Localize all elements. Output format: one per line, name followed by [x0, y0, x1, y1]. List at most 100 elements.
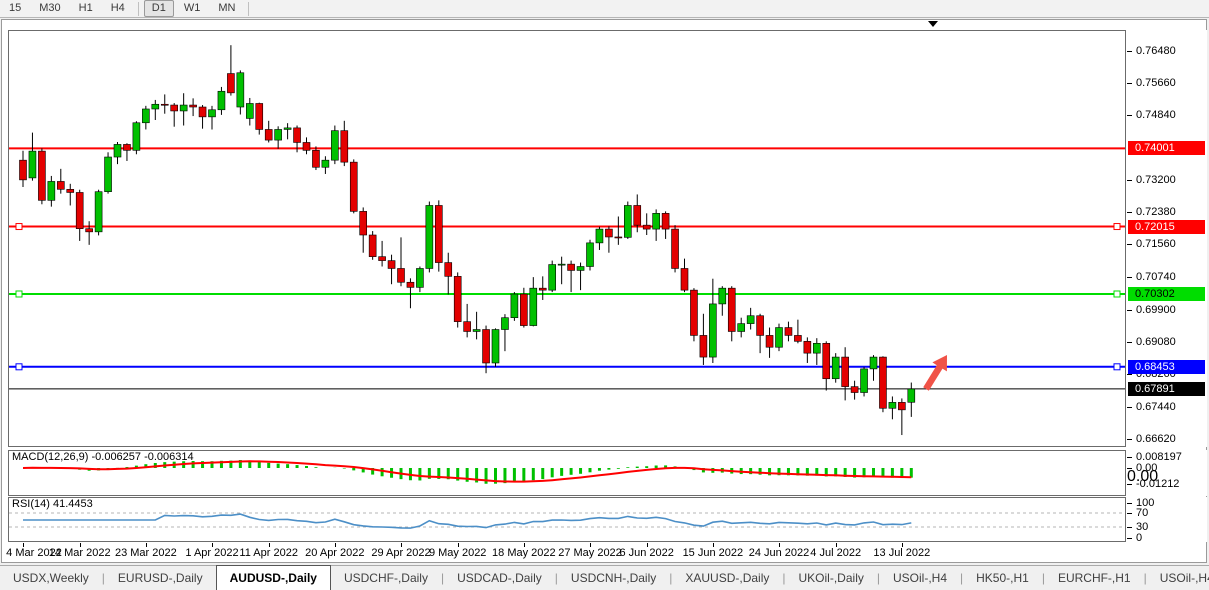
symbol-tab-bar: USDX,Weekly | EURUSD-,Daily AUDUSD-,Daily US…: [0, 565, 1209, 590]
price-tick: [1127, 309, 1132, 311]
tab-usoilh4[interactable]: USOil-,H4: [1159, 571, 1209, 585]
price-tick: [1127, 179, 1132, 181]
date-tick-label: 1 Apr 2022: [185, 547, 239, 559]
price-tick-label: 0.74840: [1136, 109, 1176, 122]
tab-separator: |: [1041, 571, 1045, 585]
timeframe-toolbar: 15 M30 H1 H4 D1 W1 MN: [0, 0, 1209, 18]
toolbar-separator: [248, 1, 250, 16]
tab-separator: |: [669, 571, 673, 585]
macd-tick-label: 0.00: [1136, 462, 1158, 474]
rsi-label: RSI(14) 41.4453: [12, 498, 93, 510]
price-tick-label: 0.69080: [1136, 336, 1176, 349]
toolbar-separator: [137, 1, 139, 16]
date-tick-label: 14 Mar 2022: [48, 547, 111, 559]
tab-separator: |: [782, 571, 786, 585]
macd-tick: [1127, 457, 1132, 459]
price-tick-label: 0.76480: [1136, 44, 1176, 57]
date-tick: [712, 543, 714, 547]
tab-separator: |: [440, 571, 445, 585]
price-chart-plot[interactable]: [8, 30, 1126, 447]
date-tick-label: 24 Jun 2022: [748, 547, 810, 559]
macd-panel-plot[interactable]: [8, 450, 1126, 496]
timeframe-button-m30[interactable]: M30: [39, 2, 61, 14]
date-tick: [590, 543, 591, 547]
date-tick-label: 9 May 2022: [428, 547, 487, 559]
price-tick-label: 0.66620: [1136, 432, 1176, 445]
timeframe-button-w1[interactable]: W1: [183, 2, 201, 14]
date-axis[interactable]: 4 Mar 2022 14 Mar 2022 23 Mar 2022 1 Apr 20…: [6, 543, 1126, 561]
tab-hk50h1[interactable]: HK50-,H1: [976, 571, 1029, 585]
timeframe-button-15[interactable]: 15: [9, 2, 22, 14]
price-badge-0.72015: 0.72015: [1128, 219, 1205, 234]
price-tick: [1127, 342, 1132, 344]
price-tick-label: 0.67440: [1136, 400, 1176, 413]
timeframe-button-d1[interactable]: D1: [143, 0, 174, 17]
date-tick: [334, 543, 336, 547]
tab-separator: |: [876, 571, 880, 585]
price-tick: [1127, 438, 1132, 440]
macd-tick-label: 0.008197: [1136, 451, 1182, 464]
date-tick-label: 18 May 2022: [492, 547, 556, 559]
date-tick: [457, 543, 459, 547]
rsi-tick-label: 100: [1136, 496, 1155, 509]
hline-0.72015[interactable]: [9, 223, 1125, 231]
price-badge-0.70302: 0.70302: [1128, 286, 1205, 301]
price-tick-label: 0.71560: [1136, 238, 1176, 251]
timeframe-button-mn[interactable]: MN: [218, 2, 236, 14]
chart-shift-marker-icon: [928, 21, 938, 27]
date-tick: [835, 543, 837, 547]
timeframe-button-h4[interactable]: H4: [110, 2, 125, 14]
red-arrow-annotation[interactable]: [923, 355, 947, 391]
tab-xauusddaily[interactable]: XAUUSD-,Daily: [685, 571, 770, 585]
date-tick: [523, 543, 525, 547]
tab-separator: |: [1143, 571, 1147, 585]
price-tick-label: 0.72380: [1136, 206, 1176, 219]
date-tick-label: 4 Jul 2022: [810, 547, 862, 559]
tab-separator: |: [554, 571, 558, 585]
date-tick-label: 4 Mar 2022: [6, 547, 62, 559]
date-tick-label: 20 Apr 2022: [305, 547, 365, 559]
tab-usdchfdaily[interactable]: USDCHF-,Daily: [343, 571, 428, 585]
tab-usdxweekly[interactable]: USDX,Weekly: [13, 571, 89, 585]
hline-0.70302[interactable]: [9, 290, 1125, 298]
price-tick: [1127, 244, 1132, 246]
price-tick: [1127, 276, 1132, 278]
date-tick: [145, 543, 147, 547]
macd-tick-label: -0.01212: [1136, 477, 1180, 490]
tab-eurchfh1[interactable]: EURCHF-,H1: [1057, 571, 1131, 585]
tab-usoilh4[interactable]: USOil-,H4: [892, 571, 947, 585]
macd-axis: 0.008197 0.00 0.00 -0.01212: [1127, 450, 1207, 496]
rsi-tick-label: 30: [1136, 521, 1149, 533]
rsi-axis: 100 70 30 0: [1127, 496, 1207, 544]
date-tick-label: 23 Mar 2022: [114, 547, 177, 559]
tab-usdcnhdaily[interactable]: USDCNH-,Daily: [570, 571, 657, 585]
macd-label: MACD(12,26,9) -0.006257 -0.006314: [12, 451, 194, 463]
price-tick-label: 0.70740: [1136, 270, 1176, 283]
date-tick-label: 15 Jun 2022: [682, 547, 744, 559]
tab-separator: |: [101, 571, 105, 585]
price-tick-label: 0.73200: [1136, 173, 1176, 186]
price-axis[interactable]: 0.76480 0.75660 0.74840 0.73200 0.72380 0.715…: [1127, 30, 1207, 447]
tab-usdcaddaily[interactable]: USDCAD-,Daily: [457, 571, 542, 585]
price-badge-0.74001: 0.74001: [1128, 141, 1205, 156]
price-tick: [1127, 50, 1132, 52]
price-badge-0.68453: 0.68453: [1128, 359, 1205, 374]
rsi-line: [23, 513, 912, 529]
date-tick-label: 27 May 2022: [558, 547, 622, 559]
tab-separator: |: [960, 571, 964, 585]
price-tick: [1127, 115, 1132, 117]
tab-audusddaily[interactable]: AUDUSD-,Daily: [215, 565, 331, 590]
tab-ukoildaily[interactable]: UKOil-,Daily: [798, 571, 864, 585]
date-tick: [901, 543, 903, 547]
date-tick: [268, 543, 270, 547]
price-tick-label: 0.75660: [1136, 76, 1176, 89]
date-tick-label: 6 Jun 2022: [619, 547, 674, 559]
timeframe-button-h1[interactable]: H1: [78, 2, 93, 14]
tab-eurusddaily[interactable]: EURUSD-,Daily: [117, 571, 203, 585]
date-tick: [779, 543, 780, 547]
candlestick-series[interactable]: [9, 45, 1125, 436]
date-tick: [79, 543, 81, 547]
rsi-panel-plot[interactable]: [8, 497, 1126, 542]
price-tick: [1127, 374, 1132, 376]
price-tick: [1127, 212, 1132, 214]
